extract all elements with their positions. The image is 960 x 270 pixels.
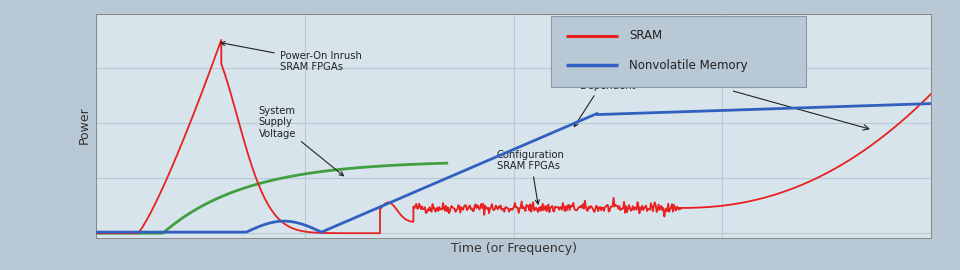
Text: Power-On Inrush
SRAM FPGAs: Power-On Inrush SRAM FPGAs: [221, 42, 362, 72]
Y-axis label: Power: Power: [78, 107, 90, 144]
Text: Nonvolatile Memory: Nonvolatile Memory: [629, 59, 748, 72]
Text: Operation,
Frequency-
Dependent: Operation, Frequency- Dependent: [574, 58, 636, 127]
X-axis label: Time (or Frequency): Time (or Frequency): [450, 242, 577, 255]
FancyBboxPatch shape: [551, 16, 806, 87]
Text: System
Supply
Voltage: System Supply Voltage: [259, 106, 344, 176]
Text: Configuration
SRAM FPGAs: Configuration SRAM FPGAs: [497, 150, 564, 204]
Text: SRAM: SRAM: [629, 29, 662, 42]
